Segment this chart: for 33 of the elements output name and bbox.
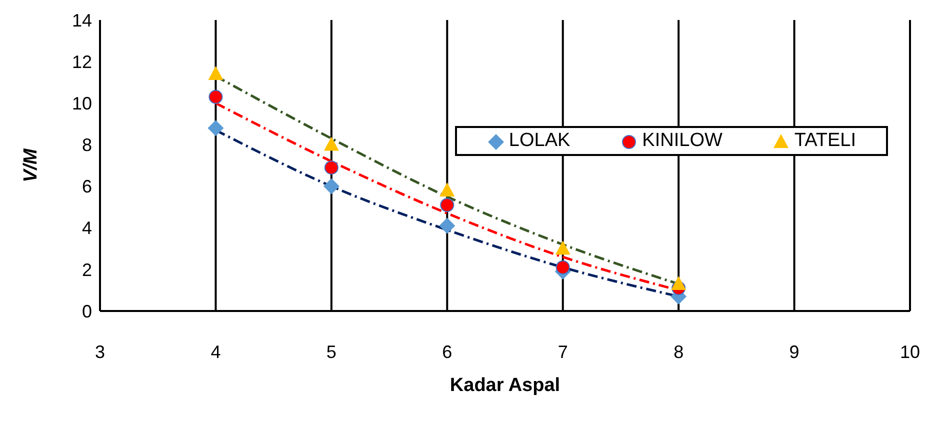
point xyxy=(324,160,338,175)
legend-label: TATELI xyxy=(793,130,856,152)
point xyxy=(208,66,224,80)
point xyxy=(440,182,455,196)
point xyxy=(671,276,686,290)
y-tick-label: 14 xyxy=(72,10,92,30)
x-tick-label: 10 xyxy=(900,342,920,362)
y-tick-label: 10 xyxy=(72,94,92,114)
point xyxy=(440,198,454,212)
legend-label: LOLAK xyxy=(508,130,570,152)
x-tick-label: 3 xyxy=(94,342,106,362)
y-axis-title: V/M xyxy=(20,147,42,182)
point xyxy=(324,136,339,151)
legend-label: KINILOW xyxy=(641,130,722,152)
x-tick-label: 6 xyxy=(442,342,452,362)
point xyxy=(208,120,224,136)
x-tick-label: 7 xyxy=(558,342,568,362)
x-tick-label: 5 xyxy=(326,342,336,362)
y-tick-label: 6 xyxy=(82,176,92,197)
y-tick-label: 8 xyxy=(82,135,92,156)
x-tick-label: 8 xyxy=(674,342,684,362)
point xyxy=(208,90,223,104)
x-tick-label: 9 xyxy=(789,342,800,362)
x-axis-title: Kadar Aspal xyxy=(450,375,560,396)
point xyxy=(555,240,570,255)
y-tick-label: 2 xyxy=(82,260,92,280)
x-tick-label: 4 xyxy=(210,342,221,362)
y-tick-label: 0 xyxy=(82,301,92,322)
point xyxy=(323,178,340,194)
y-tick-label: 12 xyxy=(72,52,92,72)
point xyxy=(556,260,570,274)
y-tick-label: 4 xyxy=(82,218,92,238)
point xyxy=(439,218,456,234)
